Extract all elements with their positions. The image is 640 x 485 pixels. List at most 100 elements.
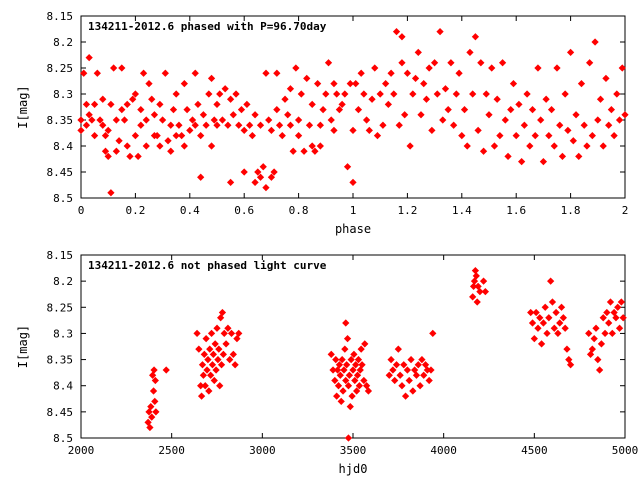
data-point [150,111,159,119]
x-tick-label: 1.2 [397,204,417,217]
data-point [134,152,142,161]
data-point [550,324,558,332]
data-point [327,350,335,358]
data-point [362,116,371,124]
data-point [218,116,227,124]
data-point [392,27,401,36]
data-point [294,131,303,140]
y-tick-label: 8.45 [47,166,74,179]
data-point [267,173,276,181]
data-point [93,69,101,77]
data-point [131,131,140,140]
data-point [618,64,626,72]
data-point [90,131,99,140]
data-point [233,335,241,343]
data-point [172,90,180,98]
data-point [501,116,509,124]
data-point [349,366,357,374]
data-point [99,95,107,103]
data-point [112,147,120,155]
data-point [455,69,463,77]
data-point [330,79,338,88]
data-point [158,116,167,124]
data-point [595,366,604,374]
data-point [420,79,428,88]
x-tick-label: 1.6 [506,204,526,217]
data-point [353,387,361,395]
data-point [554,329,562,338]
data-point [180,79,188,88]
data-point [405,376,413,385]
data-point [539,319,548,327]
data-point [232,90,240,98]
data-point [541,303,549,311]
data-point [224,324,232,332]
data-point [131,90,140,98]
data-point [82,100,91,109]
data-point [265,116,273,124]
data-point [217,314,225,322]
data-point [545,131,553,140]
data-point [191,121,199,129]
data-point [270,168,278,176]
data-point [337,397,345,406]
data-point [504,152,512,161]
data-point [262,183,270,192]
data-point [110,64,118,72]
data-point [528,105,537,114]
data-point [216,382,224,390]
data-point [193,329,201,338]
data-point [82,121,91,129]
data-point [531,131,539,140]
data-point [101,147,110,155]
data-point [608,329,616,338]
x-tick-label: 1 [350,204,357,217]
data-point [416,382,424,390]
x-tick-label: 1.8 [561,204,581,217]
data-point [333,366,342,374]
data-point [433,90,441,98]
data-point [353,371,362,379]
data-point [148,95,156,103]
data-point [256,173,265,181]
data-point [610,308,618,317]
data-point [450,121,458,129]
data-point [169,105,178,114]
data-point [553,64,561,72]
data-point [361,340,369,348]
data-point [227,329,236,338]
data-point [199,371,208,379]
x-tick-label: 0.8 [289,204,309,217]
data-point [427,366,435,374]
data-point [539,157,548,166]
data-point [398,59,406,67]
data-point [493,95,501,103]
data-point [221,85,229,93]
data-point [577,79,586,88]
data-point [390,90,398,98]
data-point [178,131,186,140]
y-tick-label: 8.35 [47,114,74,127]
unphased-plot: 2000 2500 3000 3500 4000 4500 5000 8.15 8.2 8.25 8… [16,249,638,476]
data-point [297,90,305,98]
data-point [528,319,537,327]
data-point [537,116,545,124]
data-point [592,324,600,332]
data-point [526,142,534,150]
chart-title: 134211-2012.6 not phased light curve [88,259,327,272]
data-point [575,152,583,161]
data-point [156,100,164,109]
data-point [336,371,344,379]
data-point [333,90,341,98]
data-point [207,371,215,379]
data-point [444,105,452,114]
data-point [466,48,474,57]
data-point [152,408,160,416]
data-point [547,105,556,114]
data-point [429,329,437,338]
data-point [150,366,158,374]
data-point [205,90,213,98]
data-point [527,308,535,317]
data-point [199,111,208,119]
data-point [118,105,126,114]
